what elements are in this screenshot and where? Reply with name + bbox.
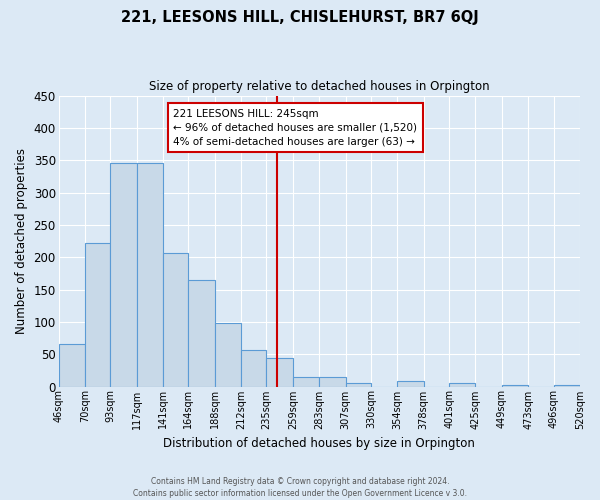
X-axis label: Distribution of detached houses by size in Orpington: Distribution of detached houses by size … [163,437,475,450]
Bar [215,322,241,386]
Bar [188,280,215,386]
Bar [502,384,528,386]
Bar [59,344,85,387]
Bar [266,358,293,386]
Bar [137,164,163,386]
Bar [319,377,346,386]
Bar [346,382,371,386]
Text: Contains HM Land Registry data © Crown copyright and database right 2024.
Contai: Contains HM Land Registry data © Crown c… [133,476,467,498]
Bar [241,350,266,387]
Bar [397,382,424,386]
Bar [293,377,319,386]
Bar [85,243,110,386]
Bar [110,164,137,386]
Title: Size of property relative to detached houses in Orpington: Size of property relative to detached ho… [149,80,490,93]
Bar [554,385,580,386]
Bar [449,384,475,386]
Text: 221, LEESONS HILL, CHISLEHURST, BR7 6QJ: 221, LEESONS HILL, CHISLEHURST, BR7 6QJ [121,10,479,25]
Text: 221 LEESONS HILL: 245sqm
← 96% of detached houses are smaller (1,520)
4% of semi: 221 LEESONS HILL: 245sqm ← 96% of detach… [173,108,417,146]
Y-axis label: Number of detached properties: Number of detached properties [15,148,28,334]
Bar [163,252,188,386]
